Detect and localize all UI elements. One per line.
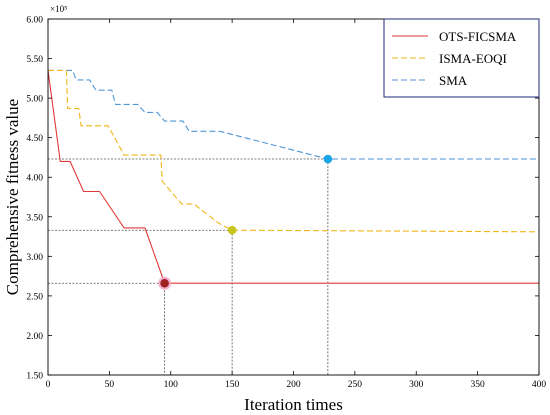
x-tick-label: 250 [348,380,363,390]
x-tick-label: 200 [286,380,301,390]
y-tick-label: 6.00 [26,16,43,26]
series-line-sma [48,69,539,160]
marker-layer [158,154,333,290]
y-tick-label: 2.00 [26,332,43,342]
legend: OTS-FICSMA ISMA-EOQI SMA [383,18,540,98]
y-tick-label: 4.50 [26,134,43,144]
legend-box [383,18,540,98]
x-tick-label: 50 [105,380,115,390]
series-layer [47,69,540,284]
legend-label-sma: SMA [439,73,468,88]
y-tick-label: 2.50 [26,292,43,302]
legend-label-ots-ficsma: OTS-FICSMA [439,29,517,44]
y-tick-label: 1.50 [26,372,43,382]
y-tick-label: 3.00 [26,253,43,263]
x-tick-label: 100 [164,380,179,390]
convergence-marker [227,225,237,235]
x-axis-title: Iteration times [244,395,343,414]
convergence-marker [323,154,333,164]
x-tick-label: 150 [225,380,240,390]
convergence-marker [160,278,169,288]
x-tick-label: 0 [46,380,51,390]
legend-label-isma-eoqi: ISMA-EOQI [439,51,507,66]
series-line-isma-eoqi [48,69,540,233]
y-tick-label: 3.50 [26,213,43,223]
x-tick-label: 400 [532,380,547,390]
x-tick-label: 350 [471,380,486,390]
y-tick-label: 4.00 [26,174,43,184]
series-line-ots-ficsma [47,70,539,284]
reference-lines [48,158,329,375]
y-tick-label: 5.00 [26,95,43,105]
y-axis-title: Comprehensive fitness value [3,99,22,295]
y-multiplier-label: ×10⁵ [50,4,67,14]
y-tick-label: 5.50 [26,55,43,65]
x-tick-label: 300 [409,380,424,390]
